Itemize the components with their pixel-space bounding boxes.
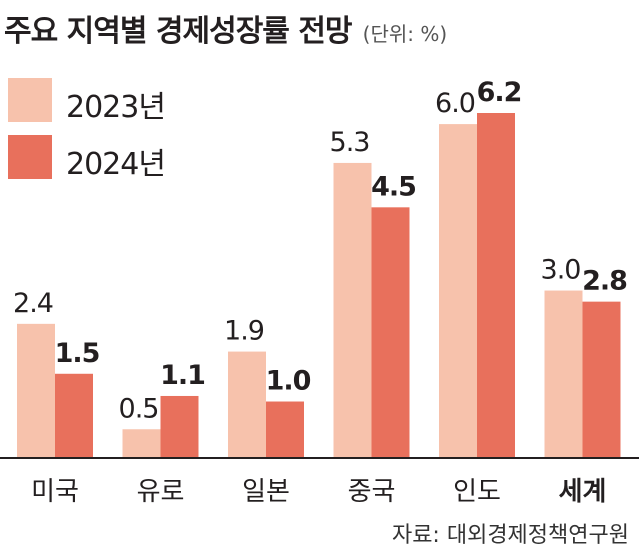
legend-label-2024: 2024년: [66, 147, 166, 182]
bar-유로-2024년: [160, 395, 199, 457]
bar-중국-2024년: [371, 207, 410, 457]
value-label-미국-2024년: 1.5: [55, 338, 100, 369]
bar-유로-2023년: [122, 429, 161, 457]
unit-label: (단위: %): [362, 22, 448, 46]
bar-중국-2023년: [333, 162, 372, 457]
bar-세계-2024년: [582, 301, 621, 457]
legend-label-2023: 2023년: [66, 90, 166, 125]
bar-일본-2023년: [228, 351, 266, 457]
value-label-세계-2024년: 2.8: [582, 266, 627, 297]
chart-title: 주요 지역별 경제성장률 전망: [4, 14, 353, 49]
value-label-중국-2024년: 4.5: [371, 171, 416, 202]
value-label-인도-2024년: 6.2: [477, 77, 522, 108]
value-label-일본-2023년: 1.9: [224, 316, 264, 347]
value-label-미국-2023년: 2.4: [13, 288, 53, 319]
legend-swatch-2023: [8, 78, 52, 122]
value-label-일본-2024년: 1.0: [266, 366, 311, 397]
category-label-일본: 일본: [242, 477, 290, 507]
category-label-세계: 세계: [559, 477, 607, 507]
category-label-인도: 인도: [453, 477, 501, 507]
value-label-유로-2024년: 1.1: [160, 360, 205, 391]
category-label-중국: 중국: [348, 477, 396, 507]
source-note: 자료: 대외경제정책연구원: [391, 523, 629, 548]
bar-인도-2024년: [477, 113, 515, 457]
bar-인도-2023년: [439, 124, 477, 457]
bar-일본-2024년: [266, 401, 304, 457]
bar-미국-2023년: [17, 323, 55, 457]
value-label-유로-2023년: 0.5: [119, 393, 159, 424]
value-label-중국-2023년: 5.3: [330, 127, 370, 158]
category-label-미국: 미국: [31, 477, 79, 507]
value-label-세계-2023년: 3.0: [541, 255, 581, 286]
title-row: 주요 지역별 경제성장률 전망 (단위: %): [4, 6, 447, 50]
legend-swatch-2024: [8, 135, 52, 179]
bar-세계-2023년: [544, 290, 583, 457]
bar-미국-2024년: [55, 373, 93, 457]
value-label-인도-2023년: 6.0: [435, 88, 475, 119]
category-label-유로: 유로: [137, 477, 185, 507]
